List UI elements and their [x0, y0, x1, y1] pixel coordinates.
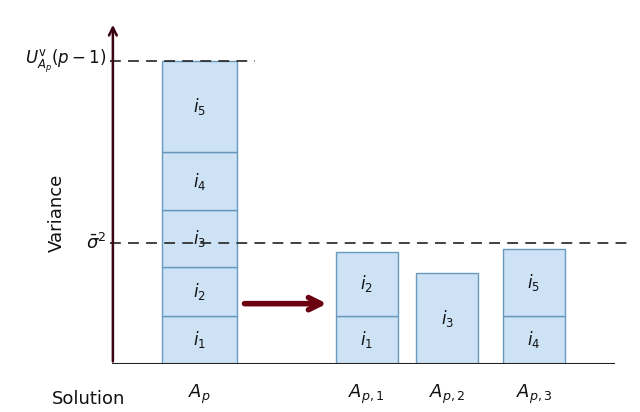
Text: $i_{4}$: $i_{4}$	[527, 330, 541, 351]
Text: $i_{2}$: $i_{2}$	[193, 281, 206, 302]
Text: $i_{1}$: $i_{1}$	[193, 330, 206, 351]
Bar	[503, 249, 565, 316]
Bar	[163, 210, 237, 267]
Text: $i_{5}$: $i_{5}$	[193, 96, 206, 117]
Text: Solution: Solution	[51, 390, 125, 408]
Bar	[163, 61, 237, 152]
Text: Variance: Variance	[48, 174, 66, 252]
Text: $A_p$: $A_p$	[188, 382, 211, 405]
Bar	[163, 152, 237, 210]
Text: $i_{3}$: $i_{3}$	[193, 228, 206, 249]
Text: $A_{p,1}$: $A_{p,1}$	[348, 382, 385, 405]
Bar	[503, 316, 565, 364]
Text: $i_{2}$: $i_{2}$	[360, 274, 373, 295]
Text: $i_{4}$: $i_{4}$	[193, 171, 206, 192]
Bar	[336, 252, 397, 316]
Text: $i_{5}$: $i_{5}$	[527, 272, 540, 293]
Text: $i_{3}$: $i_{3}$	[441, 308, 454, 329]
Bar	[416, 274, 478, 364]
Text: $A_{p,2}$: $A_{p,2}$	[429, 382, 465, 405]
Bar	[163, 316, 237, 364]
Text: $U^{\mathrm{v}}_{A_p}(p-1)$: $U^{\mathrm{v}}_{A_p}(p-1)$	[26, 48, 107, 75]
Text: $A_{p,3}$: $A_{p,3}$	[516, 382, 552, 405]
Text: $\bar{\sigma}^2$: $\bar{\sigma}^2$	[86, 233, 107, 253]
Bar	[336, 316, 397, 364]
Text: $i_{1}$: $i_{1}$	[360, 330, 373, 351]
Bar	[163, 267, 237, 316]
